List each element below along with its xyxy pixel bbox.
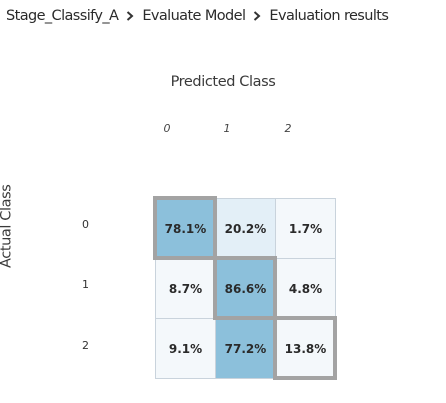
column-label-2: 2 <box>284 122 292 135</box>
matrix-cell: 1.7% <box>275 198 336 259</box>
column-label-1: 1 <box>223 122 231 135</box>
matrix-cell: 13.8% <box>275 318 336 379</box>
matrix-cell: 78.1% <box>155 198 216 259</box>
breadcrumb: Stage_Classify_A Evaluate Model Evaluati… <box>6 8 389 24</box>
matrix-cell: 86.6% <box>215 258 276 319</box>
chevron-right-icon <box>127 11 134 21</box>
row-label-0: 0 <box>82 218 89 231</box>
breadcrumb-item-module[interactable]: Evaluate Model <box>142 8 246 24</box>
actual-class-title: Actual Class <box>0 184 15 268</box>
matrix-cell: 77.2% <box>215 318 276 379</box>
breadcrumb-item-experiment[interactable]: Stage_Classify_A <box>6 8 119 24</box>
row-label-2: 2 <box>82 339 89 352</box>
row-label-1: 1 <box>82 278 89 291</box>
matrix-cell: 9.1% <box>155 318 216 379</box>
matrix-cell: 8.7% <box>155 258 216 319</box>
matrix-cell: 4.8% <box>275 258 336 319</box>
breadcrumb-item-current: Evaluation results <box>269 8 389 24</box>
matrix-cell: 20.2% <box>215 198 276 259</box>
column-label-0: 0 <box>163 122 171 135</box>
predicted-class-title: Predicted Class <box>170 74 276 90</box>
chevron-right-icon <box>254 11 261 21</box>
